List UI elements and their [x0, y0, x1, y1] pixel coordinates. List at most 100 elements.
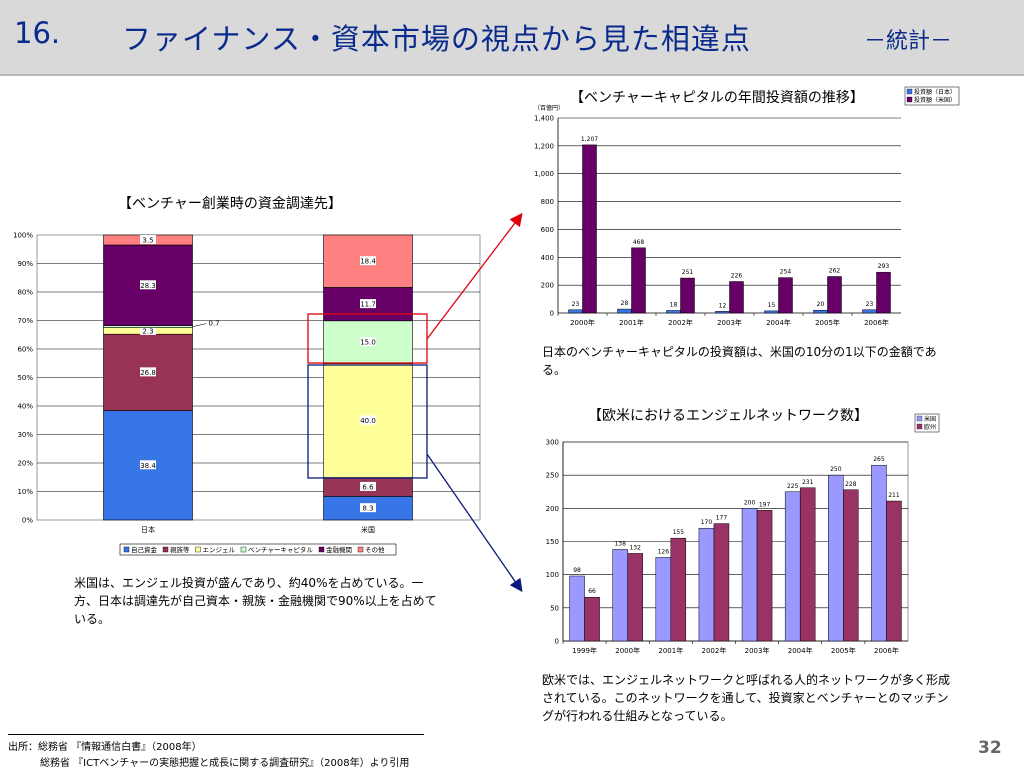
- bar: [569, 575, 585, 642]
- y-tick-label: 1,000: [534, 170, 554, 178]
- legend-label: エンジェル: [203, 546, 236, 554]
- bar: [886, 500, 902, 642]
- bar: [670, 537, 687, 642]
- y-tick-label: 0: [550, 310, 554, 318]
- bar: [784, 491, 801, 642]
- data-label: 132: [629, 544, 641, 551]
- data-label: 20: [817, 301, 825, 308]
- x-tick-label: 2003年: [745, 646, 770, 655]
- data-label: 200: [744, 499, 756, 506]
- legend-label: 自己資金: [131, 545, 158, 554]
- data-label: 250: [830, 466, 842, 473]
- y-tick-label: 200: [541, 282, 554, 290]
- vc-chart-note: 日本のベンチャーキャピタルの投資額は、米国の10分の1以下の金額である。: [542, 345, 937, 377]
- x-tick-label: 米国: [361, 525, 375, 534]
- funding-chart-note: 米国は、エンジェル投資が盛んであり、約40%を占めている。一方、日本は調達先が自…: [74, 576, 437, 626]
- bar: [756, 510, 773, 642]
- y-tick-label: 50: [550, 604, 559, 612]
- legend-swatch: [162, 546, 169, 553]
- data-label-background: [140, 460, 156, 470]
- data-label-background: [140, 367, 156, 377]
- slide-header: 16. ファイナンス・資本市場の視点から見た相違点 －統計－: [0, 0, 1024, 76]
- bar: [862, 309, 877, 314]
- data-label: 225: [787, 483, 799, 490]
- funding-sources-chart: 0% 10% 20% 30% 40% 50% 60% 70% 80% 90% 100% 38.4 26.…: [13, 232, 481, 556]
- legend-label: 投資額（米国）: [914, 96, 956, 104]
- data-label-background: [360, 481, 376, 491]
- data-label: 18: [670, 301, 678, 308]
- source-citation-1: 出所：総務省 『情報通信白書』（2008年）: [8, 742, 202, 753]
- y-tick-label: 80%: [17, 289, 33, 297]
- data-label: 8.3: [362, 505, 373, 513]
- data-label: 28: [621, 300, 629, 307]
- data-label: 23: [572, 301, 580, 308]
- bar: [813, 309, 828, 314]
- bar: [631, 247, 646, 314]
- x-tick-label: 2006年: [874, 646, 899, 655]
- legend-swatch: [318, 546, 325, 553]
- bar: [568, 309, 583, 314]
- data-label: 23: [866, 301, 874, 308]
- x-tick-label: 2000年: [570, 318, 595, 327]
- vc-investment-chart: 0 200 400 600 800 1,000 1,200 1,400 23 1,207 2000年…: [534, 86, 960, 327]
- bar: [698, 527, 715, 642]
- legend-label: 米国: [924, 415, 936, 423]
- data-label: 98: [573, 567, 581, 574]
- bar: [617, 308, 632, 314]
- bar: [612, 549, 628, 642]
- data-label: 1,207: [581, 136, 598, 143]
- data-label-background: [140, 234, 156, 244]
- legend-swatch: [916, 415, 923, 422]
- x-tick-label: 2003年: [717, 318, 742, 327]
- data-label: 231: [802, 479, 814, 486]
- y-tick-label: 200: [546, 505, 559, 513]
- y-tick-label: 70%: [17, 317, 33, 325]
- data-label: 226: [731, 273, 743, 280]
- bar: [741, 508, 758, 642]
- bar: [713, 523, 730, 642]
- data-label-background: [140, 325, 156, 335]
- legend-swatch: [916, 423, 923, 430]
- legend-swatch: [240, 546, 247, 553]
- bar: [666, 310, 681, 314]
- data-label-background: [360, 503, 376, 513]
- legend-swatch: [123, 546, 130, 553]
- x-tick-label: 2000年: [615, 646, 640, 655]
- legend-box: [119, 543, 397, 556]
- bar: [655, 557, 672, 642]
- angel-chart-title: 【欧米におけるエンジェルネットワーク数】: [588, 408, 868, 424]
- footer-divider: [8, 734, 424, 735]
- data-label: 177: [716, 515, 728, 522]
- bar: [627, 553, 643, 642]
- data-label: 265: [873, 456, 885, 463]
- y-tick-label: 100%: [13, 232, 33, 240]
- data-label: 197: [759, 501, 771, 508]
- data-label-leader: [192, 323, 207, 327]
- data-label: 6.6: [362, 483, 374, 491]
- legend-swatch: [195, 546, 201, 553]
- slide-subtitle: －統計－: [864, 29, 953, 54]
- data-label: 170: [701, 519, 713, 526]
- bar: [729, 281, 744, 314]
- x-tick-label: 2002年: [702, 646, 727, 655]
- data-label: 15.0: [360, 339, 376, 347]
- bar: [778, 277, 793, 314]
- data-label-background: [140, 280, 156, 290]
- data-label: 293: [878, 263, 890, 270]
- y-tick-label: 1,400: [534, 115, 554, 123]
- legend-box: [904, 86, 960, 106]
- bar: [764, 310, 779, 314]
- data-label: 126: [658, 548, 670, 555]
- data-label: 38.4: [140, 462, 156, 470]
- x-tick-label: 1999年: [572, 646, 597, 655]
- x-tick-label: 2005年: [815, 318, 840, 327]
- legend-label: 親族等: [170, 545, 190, 554]
- y-tick-label: 800: [541, 198, 554, 206]
- y-tick-label: 150: [546, 538, 559, 546]
- legend-label: 欧州: [924, 423, 936, 431]
- legend-label: その他: [365, 545, 385, 554]
- bar: [680, 277, 695, 314]
- legend-swatch: [906, 88, 913, 95]
- slide-title: ファイナンス・資本市場の視点から見た相違点: [122, 22, 751, 56]
- data-label: 468: [633, 239, 645, 246]
